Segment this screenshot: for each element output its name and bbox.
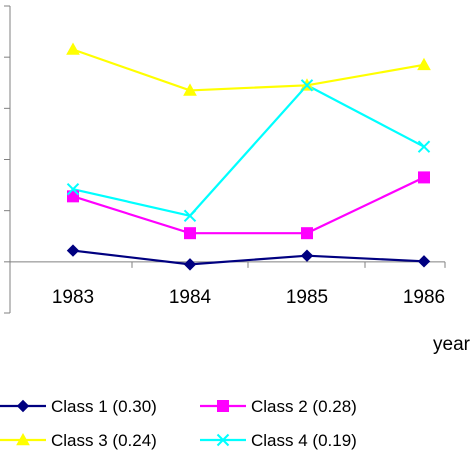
legend-item-1: Class 1 (0.30) xyxy=(0,397,157,416)
legend-marker xyxy=(216,433,230,447)
series-line-1 xyxy=(72,249,425,266)
x-tick-label: 1985 xyxy=(286,287,328,308)
data-point-series-1 xyxy=(66,244,80,257)
data-point-series-3 xyxy=(66,42,80,55)
x-tick-label: 1983 xyxy=(52,287,94,308)
legend-item-3: Class 3 (0.24) xyxy=(0,431,157,450)
legend: Class 1 (0.30) Class 2 (0.28) Class 3 (0.2… xyxy=(0,397,357,450)
x-tick-label: 1986 xyxy=(403,287,445,308)
x-tick-label: 1984 xyxy=(169,287,212,308)
series-line-4 xyxy=(72,83,425,217)
legend-label: Class 4 (0.19) xyxy=(251,431,357,450)
legend-marker xyxy=(217,400,229,412)
series-line-3 xyxy=(72,48,425,92)
data-point-series-1 xyxy=(183,258,197,271)
data-point-series-2 xyxy=(301,227,313,240)
data-point-series-1 xyxy=(417,255,431,268)
data-point-series-3 xyxy=(183,83,197,96)
legend-item-2: Class 2 (0.28) xyxy=(200,397,357,416)
series-lines xyxy=(72,48,425,266)
data-point-series-4 xyxy=(66,182,80,196)
x-tick-labels: 1983 1984 1985 1986 xyxy=(52,287,445,308)
data-point-series-4 xyxy=(417,140,431,153)
legend-marker xyxy=(16,399,30,413)
data-point-series-2 xyxy=(184,227,196,240)
data-point-series-4 xyxy=(300,79,314,92)
legend-label: Class 3 (0.24) xyxy=(51,431,157,450)
data-point-series-1 xyxy=(300,249,314,262)
data-point-series-2 xyxy=(418,171,430,184)
series-markers xyxy=(66,42,431,271)
x-axis-label: year xyxy=(433,334,471,355)
data-point-series-2 xyxy=(67,190,79,203)
legend-label: Class 1 (0.30) xyxy=(51,397,157,416)
series-line-2 xyxy=(72,176,425,235)
data-point-series-3 xyxy=(417,57,431,71)
legend-marker xyxy=(16,432,30,446)
legend-label: Class 2 (0.28) xyxy=(251,397,357,416)
legend-item-4: Class 4 (0.19) xyxy=(200,431,357,450)
data-point-series-4 xyxy=(183,209,197,222)
